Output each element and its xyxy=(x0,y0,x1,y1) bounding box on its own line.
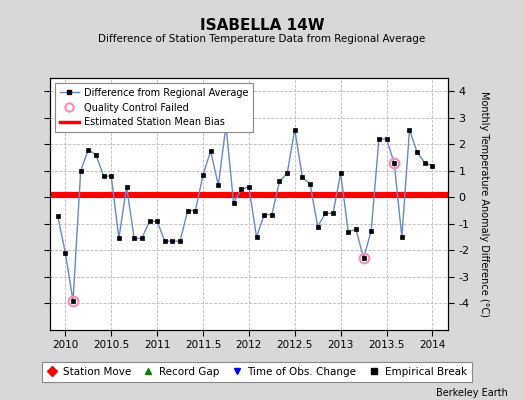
Text: Difference of Station Temperature Data from Regional Average: Difference of Station Temperature Data f… xyxy=(99,34,425,44)
Legend: Difference from Regional Average, Quality Control Failed, Estimated Station Mean: Difference from Regional Average, Qualit… xyxy=(54,83,253,132)
Legend: Station Move, Record Gap, Time of Obs. Change, Empirical Break: Station Move, Record Gap, Time of Obs. C… xyxy=(42,362,472,382)
Text: Berkeley Earth: Berkeley Earth xyxy=(436,388,508,398)
Y-axis label: Monthly Temperature Anomaly Difference (°C): Monthly Temperature Anomaly Difference (… xyxy=(479,91,489,317)
Text: ISABELLA 14W: ISABELLA 14W xyxy=(200,18,324,33)
